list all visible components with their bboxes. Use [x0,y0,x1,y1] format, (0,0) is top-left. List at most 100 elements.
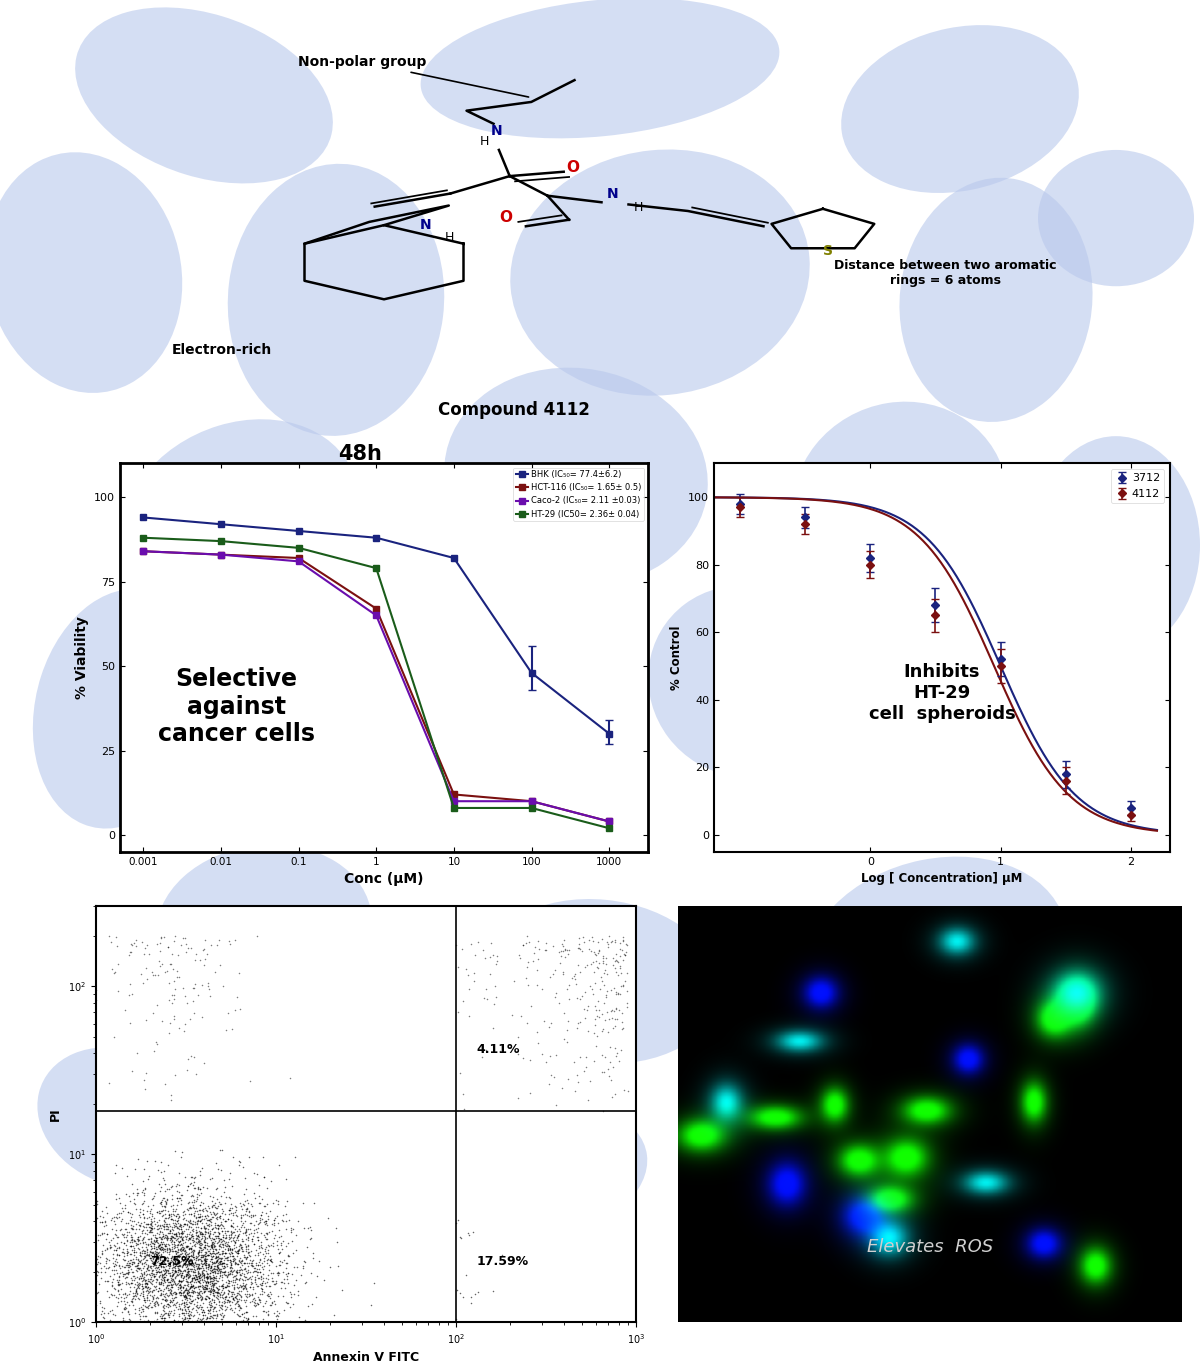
Point [185,1277,204,1299]
Point [217,1249,236,1270]
Point [133,1228,152,1250]
Point [193,1193,212,1214]
Point [184,1283,203,1304]
Point [218,1208,238,1229]
Point [143,1259,162,1281]
Point [196,1254,215,1276]
Point [180,1221,199,1243]
Point [182,1175,202,1197]
Point [451,1321,470,1343]
Point [97,1258,116,1280]
Point [224,1224,244,1246]
Point [260,1287,280,1308]
Point [202,1292,221,1314]
Point [197,1270,216,1292]
Point [229,1239,248,1261]
Point [102,958,121,980]
Point [101,1236,120,1258]
Point [611,957,630,979]
Point [586,1014,605,1036]
Point [241,1212,260,1234]
Point [205,1213,224,1235]
Point [174,1308,193,1330]
Point [248,1227,268,1249]
Point [227,1303,246,1325]
Point [164,1236,184,1258]
Ellipse shape [648,586,840,777]
Ellipse shape [1027,1088,1181,1229]
Point [209,1280,228,1302]
Point [168,1272,187,1293]
Point [126,1232,145,1254]
Point [187,1284,206,1306]
Point [252,1187,271,1209]
Point [133,1281,152,1303]
Point [204,1273,223,1295]
Point [168,1250,187,1272]
Point [211,1231,230,1253]
Point [224,1284,244,1306]
Point [170,1284,190,1306]
Point [181,1258,200,1280]
Point [613,931,632,953]
Point [229,1295,248,1317]
Point [157,1225,176,1247]
Point [146,1229,166,1251]
Point [220,1255,239,1277]
Point [139,1255,158,1277]
Point [184,1264,203,1285]
Point [118,1291,137,1313]
Point [170,1270,190,1292]
Point [192,1265,211,1287]
Point [145,1213,164,1235]
Point [254,1224,274,1246]
Point [164,984,184,1006]
Point [250,1184,269,1206]
Point [218,1264,238,1285]
Point [134,1231,154,1253]
Point [200,1242,220,1264]
Point [173,1242,192,1264]
Point [104,1284,124,1306]
Point [251,1193,270,1214]
Point [200,1280,220,1302]
Point [246,1269,265,1291]
Point [142,1255,161,1277]
Point [180,1209,199,1231]
Point [227,1240,246,1262]
Point [212,1266,232,1288]
Point [217,1253,236,1274]
Point [197,1221,216,1243]
Point [185,1268,204,1289]
Point [136,1251,155,1273]
Point [175,1288,194,1310]
Point [164,988,184,1010]
Point [116,1227,136,1249]
Point [118,1201,137,1223]
Point [163,1229,182,1251]
Point [109,1206,128,1228]
Point [196,1205,215,1227]
Point [109,1283,128,1304]
Point [128,1299,148,1321]
Point [190,1278,209,1300]
Point [247,1210,266,1232]
Point [109,1273,128,1295]
Point [144,1040,163,1062]
Point [518,951,538,973]
Point [176,1236,196,1258]
Point [128,1250,148,1272]
Point [169,1206,188,1228]
Point [124,1249,143,1270]
Point [193,1272,212,1293]
Point [214,1261,233,1283]
Point [239,1285,258,1307]
Point [149,1217,168,1239]
Point [230,1304,250,1326]
Point [125,1285,144,1307]
Point [160,1284,179,1306]
Point [227,1251,246,1273]
Point [217,1210,236,1232]
Point [108,1227,127,1249]
Point [211,1212,230,1234]
